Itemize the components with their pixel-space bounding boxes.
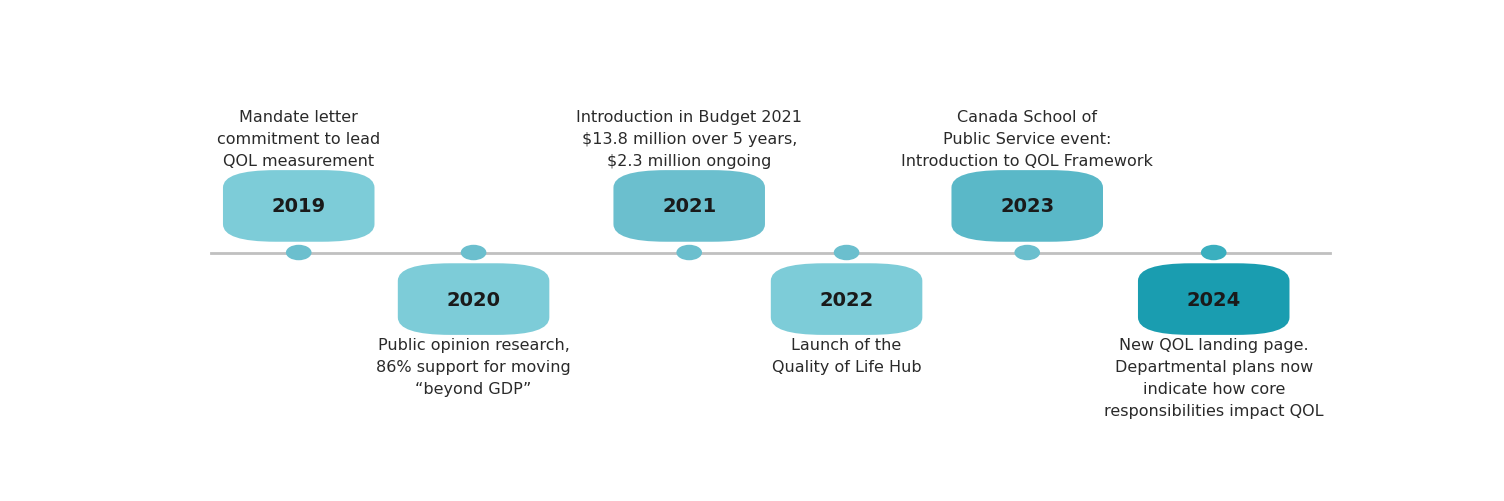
FancyBboxPatch shape [772, 264, 922, 335]
Text: 2024: 2024 [1187, 290, 1241, 309]
Text: Public opinion research,
86% support for moving
“beyond GDP”: Public opinion research, 86% support for… [376, 337, 572, 396]
FancyBboxPatch shape [397, 264, 549, 335]
FancyBboxPatch shape [952, 171, 1102, 242]
Text: Mandate letter
commitment to lead
QOL measurement: Mandate letter commitment to lead QOL me… [217, 110, 381, 169]
Ellipse shape [1200, 245, 1227, 261]
Text: Launch of the
Quality of Life Hub: Launch of the Quality of Life Hub [772, 337, 922, 374]
Text: New QOL landing page.
Departmental plans now
indicate how core
responsibilities : New QOL landing page. Departmental plans… [1104, 337, 1324, 418]
FancyBboxPatch shape [1139, 264, 1289, 335]
Text: 2022: 2022 [820, 290, 874, 309]
Text: Canada School of
Public Service event:
Introduction to QOL Framework: Canada School of Public Service event: I… [901, 110, 1154, 169]
Ellipse shape [460, 245, 486, 261]
Ellipse shape [833, 245, 859, 261]
Ellipse shape [1014, 245, 1041, 261]
Ellipse shape [677, 245, 702, 261]
Text: 2019: 2019 [272, 197, 326, 216]
Text: Introduction in Budget 2021
$13.8 million over 5 years,
$2.3 million ongoing: Introduction in Budget 2021 $13.8 millio… [576, 110, 802, 169]
FancyBboxPatch shape [614, 171, 766, 242]
Text: 2020: 2020 [447, 290, 501, 309]
FancyBboxPatch shape [223, 171, 374, 242]
Ellipse shape [286, 245, 311, 261]
Text: 2021: 2021 [662, 197, 716, 216]
Text: 2023: 2023 [1000, 197, 1054, 216]
